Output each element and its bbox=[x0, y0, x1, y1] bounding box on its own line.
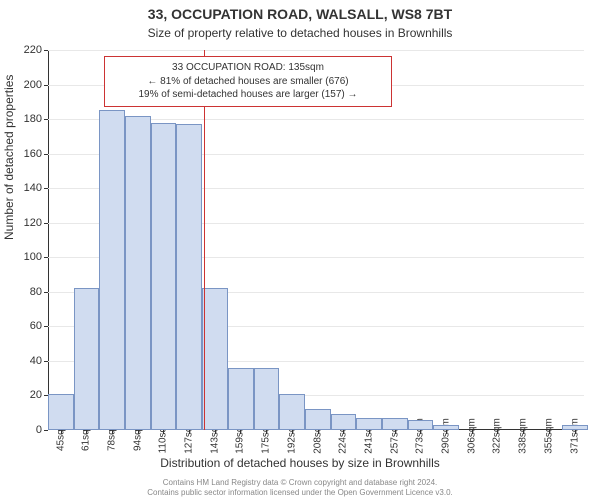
footer-line-2: Contains public sector information licen… bbox=[147, 488, 453, 497]
histogram-bar bbox=[356, 418, 382, 430]
x-tick-label: 322sqm bbox=[492, 418, 503, 454]
y-tick bbox=[44, 326, 48, 327]
histogram-bar bbox=[331, 414, 357, 430]
footer-attribution: Contains HM Land Registry data © Crown c… bbox=[0, 478, 600, 498]
histogram-bar bbox=[562, 425, 588, 430]
y-tick bbox=[44, 292, 48, 293]
histogram-bar bbox=[254, 368, 280, 430]
y-tick-label: 220 bbox=[24, 44, 42, 56]
chart-container: 33, OCCUPATION ROAD, WALSALL, WS8 7BT Si… bbox=[0, 0, 600, 500]
y-tick bbox=[44, 188, 48, 189]
y-tick bbox=[44, 85, 48, 86]
y-axis bbox=[48, 50, 49, 430]
annotation-box: 33 OCCUPATION ROAD: 135sqm← 81% of detac… bbox=[104, 56, 392, 107]
x-axis-label: Distribution of detached houses by size … bbox=[0, 456, 600, 470]
footer-line-1: Contains HM Land Registry data © Crown c… bbox=[163, 478, 438, 487]
histogram-bar bbox=[305, 409, 331, 430]
x-tick-label: 371sqm bbox=[569, 418, 580, 454]
histogram-bar bbox=[48, 394, 74, 430]
histogram-bar bbox=[125, 116, 151, 430]
x-tick-label: 355sqm bbox=[543, 418, 554, 454]
y-tick bbox=[44, 119, 48, 120]
histogram-bar bbox=[433, 425, 459, 430]
y-tick-label: 160 bbox=[24, 148, 42, 160]
histogram-bar bbox=[279, 394, 305, 430]
y-tick-label: 80 bbox=[30, 286, 42, 298]
y-tick-label: 200 bbox=[24, 79, 42, 91]
histogram-bar bbox=[74, 288, 100, 430]
y-tick bbox=[44, 50, 48, 51]
y-tick-label: 140 bbox=[24, 182, 42, 194]
y-tick bbox=[44, 154, 48, 155]
y-tick bbox=[44, 361, 48, 362]
y-tick-label: 180 bbox=[24, 113, 42, 125]
x-tick-label: 338sqm bbox=[518, 418, 529, 454]
histogram-bar bbox=[408, 420, 434, 430]
x-tick-label: 290sqm bbox=[441, 418, 452, 454]
y-tick bbox=[44, 257, 48, 258]
chart-title: 33, OCCUPATION ROAD, WALSALL, WS8 7BT bbox=[0, 6, 600, 22]
y-tick-label: 120 bbox=[24, 217, 42, 229]
annotation-line: 19% of semi-detached houses are larger (… bbox=[113, 88, 383, 102]
y-tick-label: 0 bbox=[36, 424, 42, 436]
histogram-bar bbox=[99, 110, 125, 430]
histogram-bar bbox=[228, 368, 254, 430]
y-tick-label: 20 bbox=[30, 389, 42, 401]
chart-subtitle: Size of property relative to detached ho… bbox=[0, 26, 600, 40]
y-tick-label: 40 bbox=[30, 355, 42, 367]
plot-area: 02040608010012014016018020022045sqm61sqm… bbox=[48, 50, 584, 430]
gridline bbox=[48, 50, 584, 51]
histogram-bar bbox=[151, 123, 177, 430]
histogram-bar bbox=[202, 288, 228, 430]
histogram-bar bbox=[176, 124, 202, 430]
y-tick bbox=[44, 223, 48, 224]
y-axis-label: Number of detached properties bbox=[2, 75, 16, 240]
y-tick-label: 60 bbox=[30, 320, 42, 332]
y-tick-label: 100 bbox=[24, 251, 42, 263]
annotation-line: 33 OCCUPATION ROAD: 135sqm bbox=[113, 61, 383, 75]
x-tick-label: 306sqm bbox=[466, 418, 477, 454]
histogram-bar bbox=[382, 418, 408, 430]
annotation-line: ← 81% of detached houses are smaller (67… bbox=[113, 75, 383, 89]
y-tick bbox=[44, 430, 48, 431]
marker-line bbox=[204, 50, 205, 430]
